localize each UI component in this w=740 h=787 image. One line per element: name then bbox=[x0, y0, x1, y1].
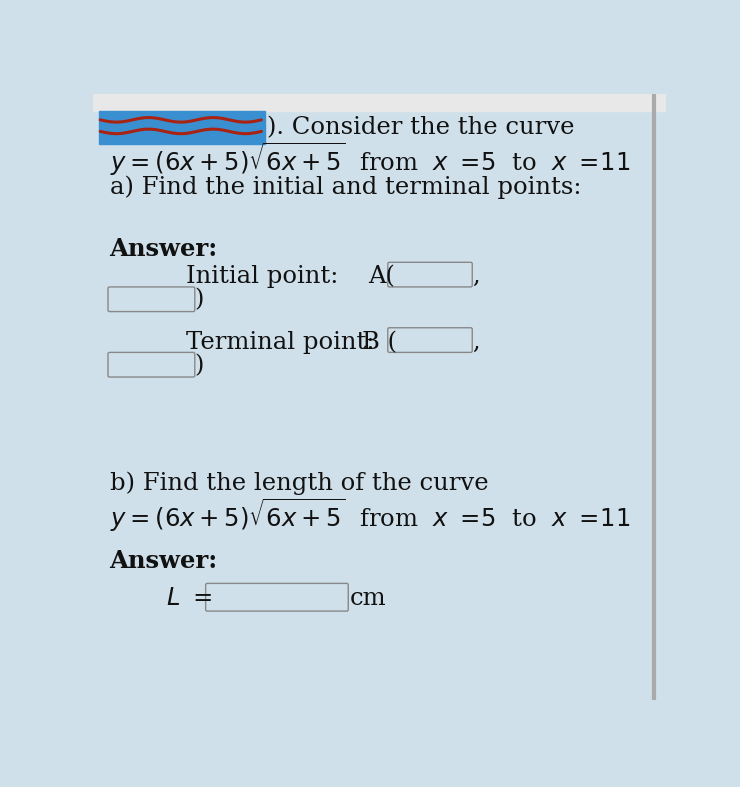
Text: Initial point:: Initial point: bbox=[186, 265, 338, 288]
Text: ): ) bbox=[195, 354, 204, 377]
Text: ). Consider the the curve: ). Consider the the curve bbox=[267, 116, 574, 139]
Text: ,: , bbox=[472, 331, 480, 354]
Text: Terminal point:: Terminal point: bbox=[186, 331, 374, 354]
Text: b) Find the length of the curve: b) Find the length of the curve bbox=[110, 471, 488, 495]
Text: $y =(6x + 5)\sqrt{6x + 5}$  from  $x\ =\!5$  to  $x\ =\!11$: $y =(6x + 5)\sqrt{6x + 5}$ from $x\ =\!5… bbox=[110, 497, 630, 534]
Bar bbox=[98, 112, 266, 144]
Bar bbox=[92, 94, 666, 112]
Text: ,: , bbox=[472, 265, 480, 288]
Text: ): ) bbox=[195, 289, 204, 312]
Text: B (: B ( bbox=[362, 331, 397, 354]
FancyBboxPatch shape bbox=[108, 353, 195, 377]
FancyBboxPatch shape bbox=[206, 583, 349, 611]
Text: Answer:: Answer: bbox=[110, 237, 218, 260]
Text: A(: A( bbox=[368, 265, 394, 288]
Text: a) Find the initial and terminal points:: a) Find the initial and terminal points: bbox=[110, 176, 581, 199]
Text: Answer:: Answer: bbox=[110, 549, 218, 573]
FancyBboxPatch shape bbox=[388, 262, 472, 287]
FancyBboxPatch shape bbox=[108, 287, 195, 312]
FancyBboxPatch shape bbox=[388, 327, 472, 353]
Text: $y =(6x + 5)\sqrt{6x + 5}$  from  $x\ =\!5$  to  $x\ =\!11$: $y =(6x + 5)\sqrt{6x + 5}$ from $x\ =\!5… bbox=[110, 141, 630, 178]
Text: $L\ =$: $L\ =$ bbox=[166, 587, 212, 610]
Text: cm: cm bbox=[350, 587, 386, 610]
